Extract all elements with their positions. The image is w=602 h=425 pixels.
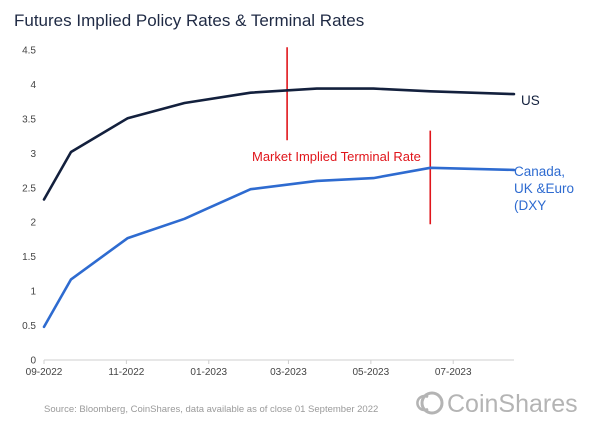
source-note: Source: Bloomberg, CoinShares, data avai… — [44, 404, 378, 415]
y-tick-label: 0 — [30, 356, 36, 367]
y-tick-label: 1 — [30, 287, 36, 298]
x-tick-label: 11-2022 — [108, 367, 144, 378]
y-tick-label: 3.5 — [22, 114, 36, 125]
y-axis: 0 0.5 1 1.5 2 2.5 3 3.5 4 4.5 — [22, 46, 36, 367]
series-label-us: US — [521, 93, 540, 108]
x-axis: 09-2022 11-2022 01-2023 03-2023 05-2023 07-20… — [26, 359, 514, 378]
series-label-line-2: UK &Euro — [514, 181, 574, 196]
chart-title: Futures Implied Policy Rates & Terminal … — [14, 11, 364, 30]
series-group — [42, 87, 516, 329]
y-tick-label: 2 — [30, 218, 36, 229]
y-tick-label: 2.5 — [22, 183, 36, 194]
x-tick-label: 05-2023 — [352, 367, 389, 378]
series-label-line-1: Canada, — [514, 164, 565, 179]
series-line-canada-uk-euro — [42, 166, 516, 329]
x-tick-label: 07-2023 — [435, 367, 472, 378]
y-tick-label: 4.5 — [22, 46, 36, 57]
x-tick-label: 09-2022 — [26, 367, 63, 378]
y-tick-label: 3 — [30, 149, 36, 160]
series-line-us — [42, 87, 516, 201]
annotation-terminal-rate: Market Implied Terminal Rate — [252, 149, 421, 164]
x-tick-label: 03-2023 — [270, 367, 307, 378]
series-label-line-3: (DXY — [514, 198, 546, 213]
y-tick-label: 4 — [30, 80, 36, 91]
terminal-rate-markers — [286, 47, 432, 225]
series-label-canada-uk-euro: Canada, UK &Euro (DXY — [514, 164, 578, 213]
y-tick-label: 1.5 — [22, 252, 36, 263]
x-tick-label: 01-2023 — [190, 367, 227, 378]
coinshares-logo-icon — [416, 391, 444, 415]
coinshares-logo-text: CoinShares — [447, 390, 578, 418]
y-tick-label: 0.5 — [22, 321, 36, 332]
